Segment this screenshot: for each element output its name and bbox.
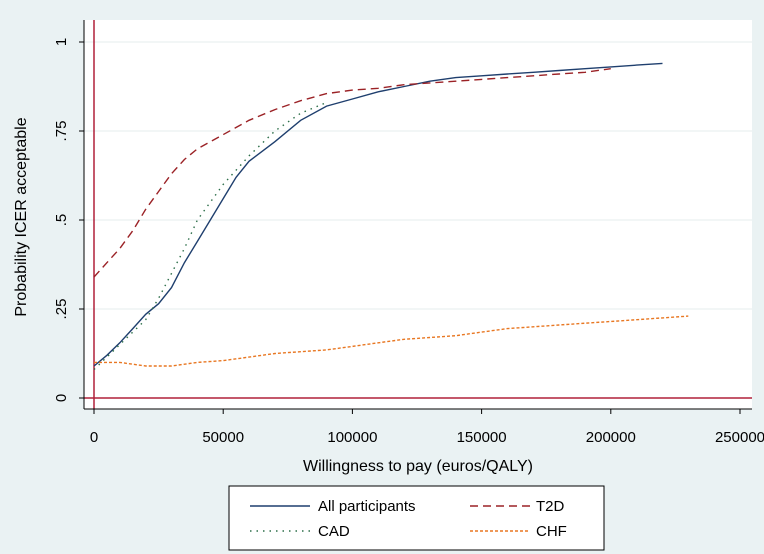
series-line-1 bbox=[93, 62, 663, 367]
legend-label: All participants bbox=[318, 498, 416, 515]
x-axis-label: Willingness to pay (euros/QALY) bbox=[303, 458, 533, 475]
legend-label: CAD bbox=[318, 523, 350, 540]
series-line-3 bbox=[93, 101, 327, 371]
y-tick-label: 0 bbox=[53, 394, 70, 402]
x-tick-label: 150000 bbox=[457, 429, 507, 446]
y-axis: 0 .25 .5 .75 1 bbox=[53, 20, 85, 409]
x-axis: 0 50000 100000 150000 200000 250000 bbox=[84, 408, 764, 446]
legend-label: CHF bbox=[536, 523, 567, 540]
series-lines bbox=[93, 62, 689, 371]
x-tick-label: 100000 bbox=[327, 429, 377, 446]
y-tick-label: .25 bbox=[53, 299, 70, 320]
x-tick-label: 50000 bbox=[202, 429, 244, 446]
legend-box bbox=[228, 485, 605, 551]
legend: All participants T2D CAD CHF bbox=[228, 485, 605, 551]
plot-area bbox=[84, 20, 752, 409]
y-tick-label: 1 bbox=[53, 38, 70, 46]
y-axis-label: Probability ICER acceptable bbox=[13, 117, 30, 316]
x-tick-label: 250000 bbox=[715, 429, 764, 446]
legend-label: T2D bbox=[536, 498, 565, 515]
y-tick-label: .75 bbox=[53, 121, 70, 142]
reference-lines bbox=[84, 20, 752, 409]
y-tick-label: .5 bbox=[53, 214, 70, 227]
x-tick-label: 0 bbox=[90, 429, 98, 446]
x-tick-label: 200000 bbox=[586, 429, 636, 446]
series-line-2 bbox=[93, 68, 611, 278]
